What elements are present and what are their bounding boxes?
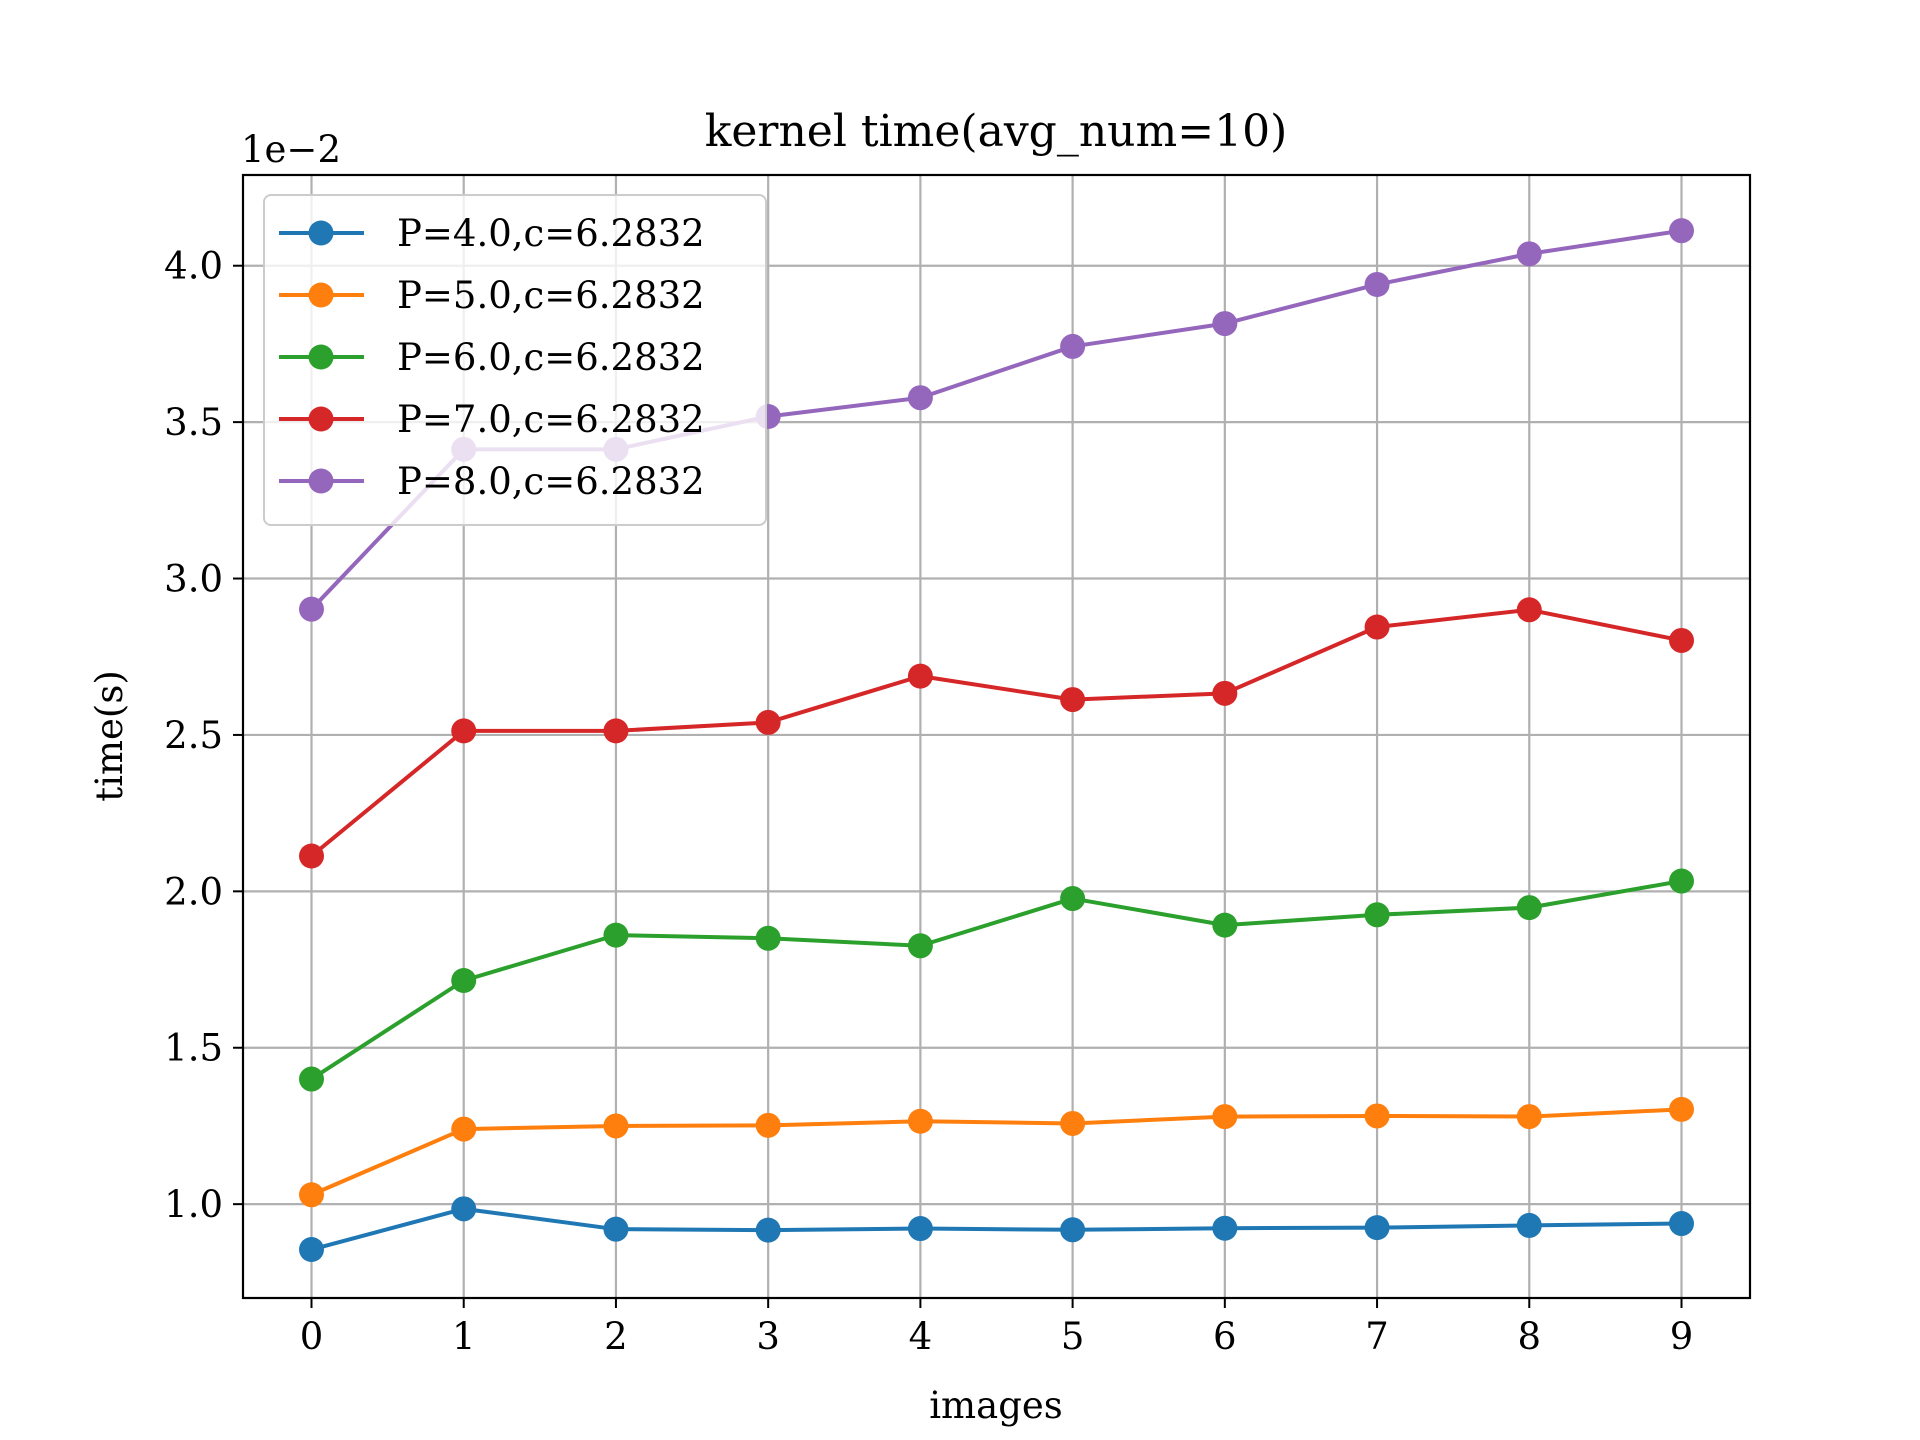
legend: P=4.0,c=6.2832 P=5.0,c=6.2832 P=6.0,c=6.28… <box>263 194 767 526</box>
x-tick-label: 4 <box>909 1315 933 1358</box>
legend-entry: P=6.0,c=6.2832 <box>279 336 705 379</box>
data-point <box>1364 271 1390 297</box>
data-point <box>299 843 324 869</box>
legend-label: P=6.0,c=6.2832 <box>397 336 705 379</box>
series <box>299 1096 1694 1208</box>
legend-label: P=5.0,c=6.2832 <box>397 274 705 317</box>
data-point <box>755 709 781 735</box>
x-axis-title: images <box>929 1384 1063 1427</box>
x-tick-label: 2 <box>604 1315 628 1358</box>
data-point <box>299 1237 324 1263</box>
legend-marker <box>308 220 334 246</box>
series-line <box>310 1206 1682 1252</box>
x-tick-label: 8 <box>1518 1315 1542 1358</box>
data-point <box>1212 1215 1238 1241</box>
y-tick-label: 3.5 <box>164 401 223 444</box>
y-tick-label: 2.0 <box>164 870 223 913</box>
series <box>299 868 1694 1092</box>
series-group <box>299 218 1694 1263</box>
y-tick-label: 4.0 <box>164 245 223 288</box>
legend-label: P=7.0,c=6.2832 <box>397 398 705 441</box>
data-point <box>1669 868 1694 894</box>
grid <box>243 175 1750 1298</box>
data-point <box>755 925 781 951</box>
data-point <box>451 1196 477 1222</box>
y-tick-label: 1.0 <box>164 1183 223 1226</box>
data-point <box>1364 902 1390 928</box>
legend-marker <box>308 468 334 494</box>
data-point <box>1516 895 1542 921</box>
data-point <box>1060 886 1086 912</box>
data-point <box>1669 1211 1694 1237</box>
data-point <box>907 1108 933 1134</box>
data-point <box>299 1182 324 1208</box>
data-point <box>907 1216 933 1242</box>
legend-label: P=8.0,c=6.2832 <box>397 460 705 503</box>
legend-entry: P=7.0,c=6.2832 <box>279 398 705 441</box>
data-point <box>1212 311 1238 337</box>
series <box>299 1196 1694 1263</box>
data-point <box>603 922 629 948</box>
x-tick-label: 7 <box>1365 1315 1389 1358</box>
legend-entry: P=4.0,c=6.2832 <box>279 212 705 255</box>
series <box>299 597 1694 869</box>
data-point <box>1060 687 1086 713</box>
data-point <box>299 1066 324 1092</box>
data-point <box>1364 1215 1390 1241</box>
data-point <box>1516 597 1542 623</box>
x-tick-label: 1 <box>452 1315 476 1358</box>
data-point <box>1669 1096 1694 1122</box>
data-point <box>1060 333 1086 359</box>
y-tick-label: 2.5 <box>164 714 223 757</box>
y-tick-label: 1.5 <box>164 1027 223 1070</box>
data-point <box>451 718 477 744</box>
data-point <box>1060 1217 1086 1243</box>
series-line <box>310 879 1682 1081</box>
x-tick-label: 5 <box>1061 1315 1085 1358</box>
legend-label: P=4.0,c=6.2832 <box>397 212 705 255</box>
legend-marker <box>308 344 334 370</box>
data-point <box>907 385 933 411</box>
x-tick-label: 9 <box>1670 1315 1694 1358</box>
data-point <box>299 596 324 622</box>
series-line <box>310 1107 1682 1197</box>
legend-marker <box>308 282 334 308</box>
legend-marker <box>308 406 334 432</box>
x-tick-label: 3 <box>756 1315 780 1358</box>
plot-frame <box>241 173 1752 1300</box>
y-axis-title: time(s) <box>88 670 131 802</box>
data-point <box>1212 1104 1238 1130</box>
data-point <box>451 1116 477 1142</box>
data-point <box>755 1112 781 1138</box>
x-tick-label: 0 <box>300 1315 324 1358</box>
data-point <box>1364 1103 1390 1129</box>
series-line <box>310 607 1682 858</box>
data-point <box>1212 912 1238 938</box>
data-point <box>1364 614 1390 640</box>
data-point <box>603 718 629 744</box>
data-point <box>603 1113 629 1139</box>
legend-box <box>263 194 767 526</box>
axis-ticks: 0 1 2 3 4 5 6 7 8 9 1.0 1.5 2.0 2.5 3.0 3.5 4.0 <box>164 245 1693 1358</box>
data-point <box>1669 627 1694 653</box>
data-point <box>1669 218 1694 244</box>
data-point <box>907 663 933 689</box>
data-point <box>1516 1212 1542 1238</box>
data-point <box>451 967 477 993</box>
data-point <box>603 1216 629 1242</box>
legend-entry: P=5.0,c=6.2832 <box>279 274 705 317</box>
data-point <box>907 933 933 959</box>
chart-title: kernel time(avg_num=10) <box>705 106 1288 157</box>
y-tick-label: 3.0 <box>164 558 223 601</box>
data-point <box>1516 1104 1542 1130</box>
data-point <box>1060 1110 1086 1136</box>
legend-entry: P=8.0,c=6.2832 <box>279 460 705 503</box>
data-point <box>1212 680 1238 706</box>
data-point <box>1516 241 1542 267</box>
data-point <box>755 1217 781 1243</box>
x-tick-label: 6 <box>1213 1315 1237 1358</box>
y-offset-label: 1e−2 <box>241 128 341 171</box>
